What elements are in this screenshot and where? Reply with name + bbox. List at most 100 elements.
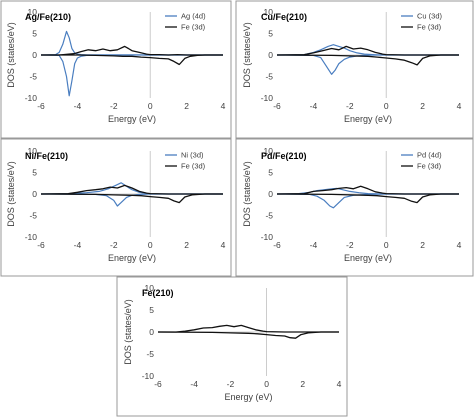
y-tick-label: -5 <box>29 72 37 82</box>
series-line-fe-3d- <box>158 324 339 333</box>
series-line-fe-3d-minority <box>276 54 459 66</box>
x-axis-label: Energy (eV) <box>224 392 272 402</box>
y-tick-label: -10 <box>261 232 274 242</box>
x-tick-label: 4 <box>337 379 342 389</box>
x-tick-label: 4 <box>457 101 462 111</box>
x-tick-label: -6 <box>37 101 45 111</box>
chart-panel-2: -10 -5 0 5 10 -6 -4 -2 0 2 4 Energy (eV) DOS (states… <box>0 138 232 277</box>
panel-border <box>235 138 474 277</box>
y-tick-label: 10 <box>264 146 274 156</box>
x-tick-label: -4 <box>310 240 318 250</box>
series-line-fe-3d- <box>276 45 459 56</box>
x-tick-label: -6 <box>273 240 281 250</box>
series-line-fe-3d-minority <box>157 331 339 339</box>
panel-title: Ag/Fe(210) <box>25 12 71 22</box>
legend: Cu (3d) Fe (3d) <box>401 12 443 32</box>
x-tick-label: -6 <box>273 101 281 111</box>
chart-panel-0: -10 -5 0 5 10 -6 -4 -2 0 2 4 Energy (eV) DOS (states… <box>0 0 232 139</box>
y-axis-label: DOS (states/eV) <box>242 22 252 88</box>
series-line-fe-3d-minority <box>40 193 223 204</box>
x-tick-label: -6 <box>37 240 45 250</box>
x-tick-label: -2 <box>110 240 118 250</box>
x-tick-label: -6 <box>154 379 162 389</box>
x-tick-label: -4 <box>74 101 82 111</box>
legend-label: Fe (3d) <box>417 162 442 171</box>
legend-label: Ni (3d) <box>181 151 204 160</box>
y-tick-label: 5 <box>268 168 273 178</box>
legend: Ni (3d) Fe (3d) <box>165 151 206 171</box>
series-line-fe-3d- <box>276 185 459 195</box>
y-tick-label: 5 <box>149 305 154 315</box>
legend-label: Ag (4d) <box>181 12 206 21</box>
y-axis-label: DOS (states/eV) <box>123 299 133 365</box>
y-tick-label: 10 <box>264 7 274 17</box>
y-tick-label: 5 <box>32 29 37 39</box>
x-tick-label: -4 <box>74 240 82 250</box>
x-tick-label: 2 <box>420 101 425 111</box>
x-axis-label: Energy (eV) <box>344 114 392 124</box>
y-tick-label: 0 <box>32 50 37 60</box>
x-tick-label: 2 <box>300 379 305 389</box>
series-line-fe-3d-minority <box>276 193 459 204</box>
y-tick-label: 10 <box>28 146 38 156</box>
x-tick-label: 4 <box>221 240 226 250</box>
x-tick-label: 2 <box>184 101 189 111</box>
panel-title: Fe(210) <box>142 288 174 298</box>
x-tick-label: 2 <box>184 240 189 250</box>
legend-label: Fe (3d) <box>181 162 206 171</box>
series-line-fe-3d-minority <box>41 54 223 66</box>
x-tick-label: 0 <box>384 240 389 250</box>
series-line-ni-3d-minority <box>40 193 223 207</box>
y-tick-label: 0 <box>268 189 273 199</box>
y-tick-label: -5 <box>29 211 37 221</box>
y-axis-label: DOS (states/eV) <box>6 22 16 88</box>
x-axis-label: Energy (eV) <box>344 253 392 263</box>
x-tick-label: 0 <box>264 379 269 389</box>
x-axis-label: Energy (eV) <box>108 114 156 124</box>
legend-label: Pd (4d) <box>417 151 442 160</box>
panel-border <box>0 138 232 277</box>
panel-border <box>235 0 474 139</box>
y-tick-label: -10 <box>261 93 274 103</box>
legend-label: Cu (3d) <box>417 12 443 21</box>
series-line-ag-4d-minority <box>40 54 223 97</box>
x-tick-label: -4 <box>190 379 198 389</box>
series-line-pd-4d-minority <box>276 193 459 209</box>
y-tick-label: 5 <box>268 29 273 39</box>
y-tick-label: -5 <box>265 72 273 82</box>
y-tick-label: 0 <box>149 327 154 337</box>
x-tick-label: 0 <box>148 240 153 250</box>
legend-label: Fe (3d) <box>417 23 442 32</box>
panel-border <box>0 0 232 139</box>
x-axis-label: Energy (eV) <box>108 253 156 263</box>
y-axis-label: DOS (states/eV) <box>242 161 252 227</box>
x-tick-label: 0 <box>148 101 153 111</box>
series-line-fe-3d- <box>40 184 223 195</box>
panel-title: Pd/Fe(210) <box>261 151 307 161</box>
legend-label: Fe (3d) <box>181 23 206 32</box>
y-tick-label: -5 <box>146 349 154 359</box>
x-tick-label: 4 <box>221 101 226 111</box>
y-tick-label: 0 <box>268 50 273 60</box>
x-tick-label: 2 <box>420 240 425 250</box>
legend: Pd (4d) Fe (3d) <box>401 151 442 171</box>
y-tick-label: 10 <box>28 7 38 17</box>
y-tick-label: -10 <box>142 371 155 381</box>
x-tick-label: -4 <box>310 101 318 111</box>
panel-border <box>116 276 348 417</box>
legend: Ag (4d) Fe (3d) <box>165 12 206 32</box>
x-tick-label: -2 <box>227 379 235 389</box>
x-tick-label: 0 <box>384 101 389 111</box>
chart-panel-1: -10 -5 0 5 10 -6 -4 -2 0 2 4 Energy (eV) DOS (states… <box>235 0 474 139</box>
panel-title: Ni/Fe(210) <box>25 151 68 161</box>
y-tick-label: 10 <box>145 283 155 293</box>
x-tick-label: -2 <box>110 101 118 111</box>
chart-panel-3: -10 -5 0 5 10 -6 -4 -2 0 2 4 Energy (eV) DOS (states… <box>235 138 474 277</box>
x-tick-label: 4 <box>457 240 462 250</box>
y-axis-label: DOS (states/eV) <box>6 161 16 227</box>
x-tick-label: -2 <box>346 240 354 250</box>
series-line-ag-4d- <box>40 30 223 56</box>
panel-title: Cu/Fe(210) <box>261 12 307 22</box>
